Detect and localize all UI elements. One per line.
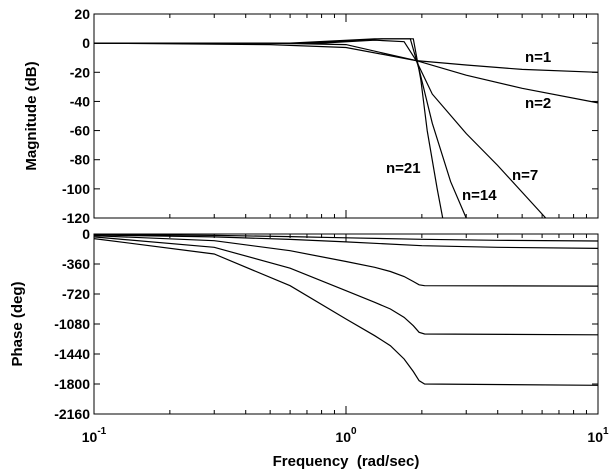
x-tick-base: 10 [587, 429, 603, 445]
x-tick-exponent: 0 [351, 426, 357, 437]
magnitude-x-ticks [93, 14, 599, 218]
x-tick-label: 101 [587, 426, 609, 445]
series-line-n21 [93, 238, 599, 386]
y-tick-label: -80 [70, 152, 90, 168]
phase-y-ticks: 0 -360 -720 -1080 -1440 -1800 -2160 [54, 226, 598, 422]
y-tick-label: -20 [70, 64, 90, 80]
annotation-n1: n=1 [525, 49, 551, 66]
y-tick-label: -1080 [54, 316, 90, 332]
y-tick-label: -1440 [54, 346, 90, 362]
magnitude-curves [93, 38, 599, 219]
x-tick-base: 10 [335, 429, 351, 445]
magnitude-y-axis-label: Magnitude (dB) [23, 61, 40, 170]
annotation-n21: n=21 [386, 160, 421, 177]
phase-plot-frame [93, 233, 599, 415]
magnitude-axes: 20 0 -20 -40 -60 -80 -100 -120 Magnitude (dB) n… [23, 6, 599, 226]
y-tick-label: -2160 [54, 406, 90, 422]
y-tick-label: -40 [70, 93, 90, 109]
phase-y-axis-label: Phase (deg) [9, 281, 26, 366]
y-tick-label: -360 [62, 256, 90, 272]
x-tick-label: 10-1 [82, 426, 107, 445]
y-tick-label: 0 [82, 226, 90, 242]
series-line-n7 [93, 235, 599, 287]
x-axis-label: Frequency (rad/sec) [273, 453, 420, 470]
series-line-n2 [93, 234, 599, 249]
x-tick-exponent: -1 [97, 426, 106, 437]
x-tick-exponent: 1 [603, 426, 609, 437]
annotation-n7: n=7 [512, 167, 538, 184]
series-line-n14 [94, 38, 467, 219]
series-line-n14 [93, 236, 599, 336]
x-tick-label: 100 [335, 426, 357, 445]
y-tick-label: 0 [82, 35, 90, 51]
series-line-n1 [93, 233, 599, 242]
y-tick-label: -100 [62, 181, 90, 197]
y-tick-label: -60 [70, 123, 90, 139]
magnitude-y-ticks: 20 0 -20 -40 -60 -80 -100 -120 [62, 6, 598, 226]
phase-x-ticks: 10-1 100 101 [82, 234, 609, 445]
phase-curves [93, 233, 599, 386]
y-tick-label: -720 [62, 286, 90, 302]
x-tick-base: 10 [82, 429, 98, 445]
annotation-n14: n=14 [462, 187, 497, 204]
y-tick-label: -1800 [54, 376, 90, 392]
y-tick-label: 20 [74, 6, 90, 22]
series-line-n21 [94, 38, 444, 219]
phase-axes: 0-360-720-1080-1440-1800-2160 10-1 100 101… [9, 226, 609, 470]
annotation-n2: n=2 [525, 95, 551, 112]
y-tick-label: -120 [62, 210, 90, 226]
